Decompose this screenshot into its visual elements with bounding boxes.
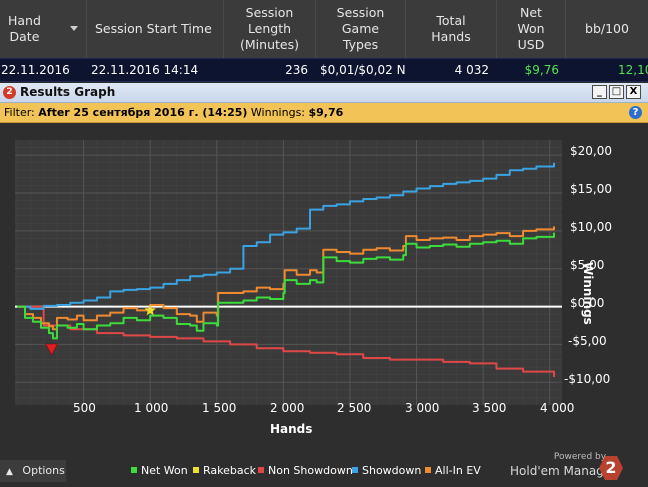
y-tick-label: -$10,00 — [564, 372, 611, 386]
y-tick-label: $15,00 — [570, 182, 612, 196]
column-header-hand-date[interactable]: Hand Date — [0, 0, 87, 58]
results-chart — [15, 140, 562, 405]
maximize-button[interactable]: □ — [609, 85, 624, 99]
legend-label: Non Showdown — [268, 464, 353, 477]
series-line-net-won — [17, 232, 555, 340]
column-header-label: Net Won USD — [517, 5, 545, 52]
graph-area: $20,00 $15,00 $10,00 $5,00 $0,00 -$5,00 … — [0, 123, 648, 487]
x-tick-label: 1 500 — [202, 401, 237, 415]
legend-item-showdown[interactable]: Showdown — [352, 464, 421, 477]
column-header-session-length[interactable]: Session Length (Minutes) — [224, 0, 316, 58]
legend-item-rakeback[interactable]: Rakeback — [193, 464, 256, 477]
hm2-brand-logo-icon: 2 — [599, 456, 623, 480]
cell-net-won: $9,76 — [524, 63, 559, 77]
x-tick-label: 4 000 — [540, 401, 575, 415]
options-button[interactable]: ▲ Options — [0, 460, 66, 482]
window-title: Results Graph — [20, 85, 116, 99]
x-tick-label: 1 000 — [134, 401, 169, 415]
marker-triangle-down-icon — [45, 343, 59, 356]
column-header-label: Session Start Time — [95, 21, 212, 36]
x-axis-title: Hands — [270, 422, 313, 436]
legend-label: Rakeback — [203, 464, 257, 477]
results-graph-window: 2 Results Graph _ □ X Filter: After 25 с… — [0, 83, 648, 487]
x-tick-label: 3 500 — [472, 401, 507, 415]
legend-swatch — [193, 467, 199, 473]
column-header-total-hands[interactable]: Total Hands — [406, 0, 497, 58]
cell-session-start: 22.11.2016 14:14 — [91, 63, 199, 77]
y-tick-label: -$5,00 — [568, 334, 607, 348]
filter-prefix: Filter: — [4, 106, 39, 119]
y-tick-label: $5,00 — [570, 258, 605, 272]
close-button[interactable]: X — [626, 85, 641, 99]
series-line-showdown — [17, 162, 555, 310]
column-header-label: Session Game Types — [336, 5, 385, 52]
y-tick-label: $20,00 — [570, 144, 612, 158]
column-header-label: Hand Date — [8, 13, 41, 44]
column-header-session-start[interactable]: Session Start Time — [87, 0, 224, 58]
cell-game-types: $0,01/$0,02 NI — [320, 63, 406, 77]
table-row[interactable]: 22.11.2016 22.11.2016 14:14 236 $0,01/$0… — [0, 58, 648, 82]
y-axis-title: Winnings — [581, 262, 595, 325]
legend-item-all-in-ev[interactable]: All-In EV — [425, 464, 481, 477]
x-tick-label: 2 000 — [270, 401, 305, 415]
column-header-label: bb/100 — [585, 21, 629, 36]
legend-swatch — [258, 467, 264, 473]
series-line-all-in-ev — [17, 226, 555, 331]
y-tick-label: $10,00 — [570, 220, 612, 234]
cell-hand-date: 22.11.2016 — [1, 63, 70, 77]
filter-date: After 25 сентября 2016 г. (14:25) — [38, 106, 248, 119]
legend-item-net-won[interactable]: Net Won — [131, 464, 188, 477]
powered-by-text: Powered by — [553, 452, 607, 462]
legend-label: Showdown — [362, 464, 422, 477]
help-icon[interactable]: ? — [629, 106, 642, 119]
cell-session-length: 236 — [285, 63, 308, 77]
column-header-bb100[interactable]: bb/100 — [566, 0, 648, 58]
cell-bb100: 12,10 — [618, 63, 648, 77]
brand-name: Hold'em Manager — [510, 464, 617, 478]
x-tick-label: 500 — [73, 401, 96, 415]
filter-bar: Filter: After 25 сентября 2016 г. (14:25… — [0, 103, 648, 123]
legend-swatch — [352, 467, 358, 473]
series-line-non-showdown — [17, 305, 555, 377]
window-titlebar[interactable]: 2 Results Graph _ □ X — [0, 83, 648, 103]
column-header-game-types[interactable]: Session Game Types — [316, 0, 406, 58]
legend-swatch — [425, 467, 431, 473]
plot-background — [15, 140, 562, 405]
column-header-label: Session Length (Minutes) — [240, 5, 299, 52]
legend-swatch — [131, 467, 137, 473]
legend-label: Net Won — [141, 464, 188, 477]
hm2-logo-icon: 2 — [3, 86, 16, 99]
caret-up-icon: ▲ — [6, 467, 13, 477]
legend-item-non-showdown[interactable]: Non Showdown — [258, 464, 353, 477]
options-label: Options — [22, 464, 65, 477]
marker-star-icon — [144, 304, 156, 316]
legend-label: All-In EV — [435, 464, 481, 477]
cell-total-hands: 4 032 — [454, 63, 489, 77]
x-tick-label: 2 500 — [337, 401, 372, 415]
column-header-label: Total Hands — [431, 13, 471, 44]
sort-desc-icon[interactable] — [70, 26, 78, 31]
table-header: Hand Date Session Start Time Session Len… — [0, 0, 648, 58]
filter-text: Filter: After 25 сентября 2016 г. (14:25… — [4, 103, 343, 122]
minimize-button[interactable]: _ — [592, 85, 607, 99]
winnings-value: $9,76 — [308, 106, 344, 119]
x-tick-label: 3 000 — [405, 401, 440, 415]
column-header-net-won[interactable]: Net Won USD — [497, 0, 566, 58]
winnings-label: Winnings: — [247, 106, 309, 119]
y-tick-label: $0,00 — [570, 296, 605, 310]
